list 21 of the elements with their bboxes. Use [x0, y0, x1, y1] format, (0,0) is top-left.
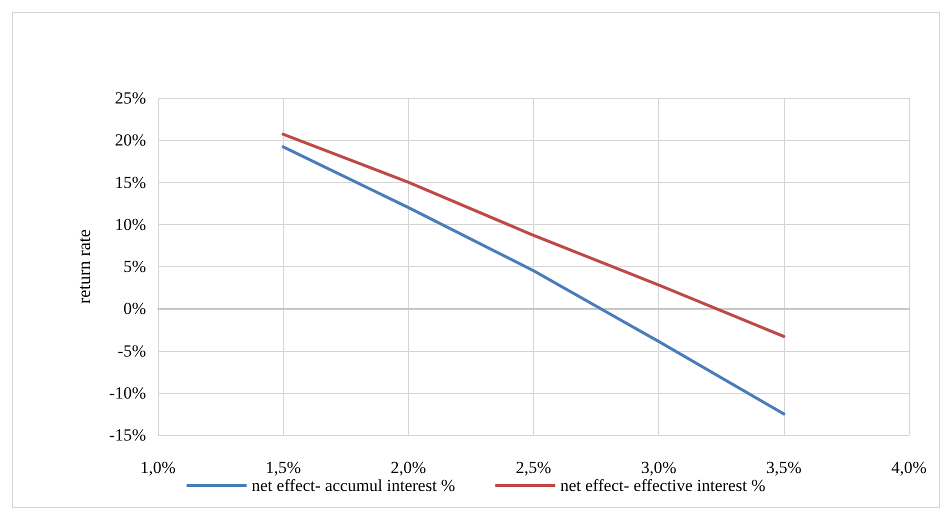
- y-tick-label: -10%: [109, 383, 146, 402]
- y-tick-label: -5%: [118, 341, 146, 360]
- y-tick-label: 15%: [114, 172, 146, 192]
- y-tick-label: 20%: [114, 130, 146, 150]
- x-tick-label: 1,5%: [265, 458, 301, 477]
- y-tick-label: 5%: [123, 257, 146, 276]
- y-tick-label: 0%: [123, 299, 146, 318]
- y-tick-label: -15%: [109, 426, 146, 444]
- y-tick-label: 10%: [114, 214, 146, 234]
- y-tick-label: 25%: [114, 88, 146, 108]
- legend-label: net effect- accumul interest %: [252, 476, 456, 495]
- x-tick-label: 1,0%: [140, 458, 176, 477]
- legend-label: net effect- effective interest %: [560, 476, 766, 495]
- y-axis-title: return rate: [74, 229, 94, 304]
- x-tick-label: 2,0%: [390, 458, 426, 477]
- x-tick-label: 4,0%: [891, 458, 927, 477]
- line-series: [282, 145, 786, 416]
- x-tick-label: 3,5%: [766, 458, 802, 477]
- x-tick-label: 2,5%: [516, 458, 552, 477]
- x-tick-label: 3,0%: [640, 458, 676, 477]
- line-series: [282, 132, 786, 338]
